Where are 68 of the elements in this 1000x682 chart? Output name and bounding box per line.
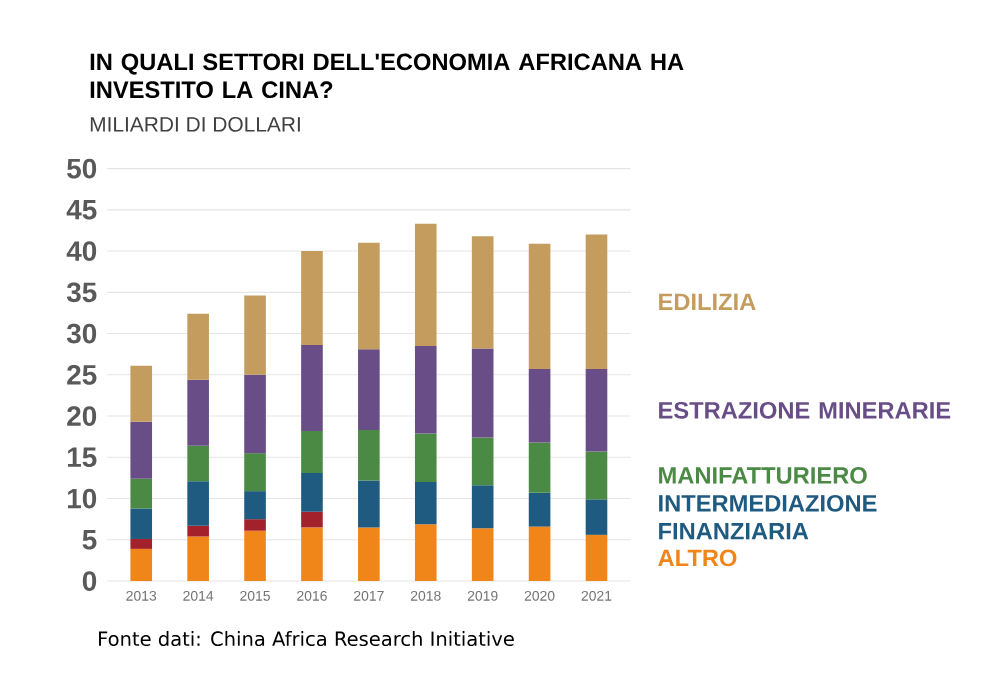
bar	[301, 345, 323, 431]
bar	[358, 349, 380, 430]
bar	[471, 236, 494, 349]
bar	[187, 525, 209, 537]
bar	[585, 234, 608, 369]
y-tick-label: 45	[66, 199, 97, 220]
bar	[414, 345, 437, 434]
text: INTERMEDIAZIONE FINANZIARIA	[659, 494, 877, 540]
bar	[471, 348, 494, 438]
y-tick-label: 20	[67, 406, 97, 426]
bar	[358, 527, 380, 581]
bar	[471, 485, 494, 529]
bar	[244, 491, 266, 520]
bar	[130, 508, 153, 539]
bar	[358, 429, 380, 481]
bar	[187, 313, 209, 380]
bar	[414, 524, 437, 581]
y-tick-label: 50	[67, 158, 97, 179]
bar	[528, 442, 551, 493]
y-tick-label: 30	[66, 323, 97, 344]
bar	[301, 250, 323, 346]
bar	[130, 365, 153, 422]
bar	[130, 548, 153, 581]
text: ESTRAZIONE MINERARIE	[659, 401, 951, 419]
bar	[244, 295, 266, 375]
chart-subtitle: MILIARDI DI DOLLARI	[90, 116, 300, 132]
bar	[358, 242, 380, 350]
y-tick-label: 40	[66, 241, 97, 261]
bar	[585, 451, 608, 500]
text: ALTRO	[658, 549, 737, 567]
bar	[528, 368, 551, 443]
bar	[414, 433, 437, 482]
bar	[244, 374, 266, 454]
bar	[244, 519, 266, 531]
chart-title: IN QUALI SETTORI DELL'ECONOMIA AFRICANA HA INVESTITO LA CINA?	[90, 53, 684, 99]
y-tick-label: 15	[67, 447, 97, 467]
y-tick-label: 25	[67, 364, 97, 385]
source-note: Fonte dati: China Africa Research Initiative	[99, 630, 514, 646]
bar	[471, 437, 494, 486]
text: MANIFATTURIERO	[659, 466, 867, 484]
bar	[528, 526, 551, 581]
bar	[130, 421, 153, 479]
bar	[358, 480, 380, 528]
bar	[528, 243, 551, 369]
bar	[187, 481, 209, 526]
bar	[301, 472, 323, 512]
bar	[244, 530, 266, 581]
bar	[301, 430, 323, 473]
y-tick-label: 10	[67, 488, 97, 509]
bar	[187, 379, 209, 446]
bar	[130, 538, 153, 549]
bar	[528, 492, 551, 527]
bar	[585, 499, 608, 535]
bar	[187, 445, 209, 482]
bar	[414, 223, 437, 346]
bar	[187, 536, 209, 581]
y-tick-label: 35	[66, 282, 97, 303]
text: EDILIZIA	[659, 293, 756, 310]
bar	[301, 527, 323, 581]
bar	[130, 478, 153, 509]
bar	[585, 368, 608, 452]
bar	[301, 511, 323, 528]
bar	[585, 534, 608, 581]
bar	[471, 528, 494, 581]
y-tick-label: 5	[82, 529, 97, 550]
bar	[244, 453, 266, 492]
bar	[414, 481, 437, 525]
y-tick-label: 0	[82, 571, 97, 591]
